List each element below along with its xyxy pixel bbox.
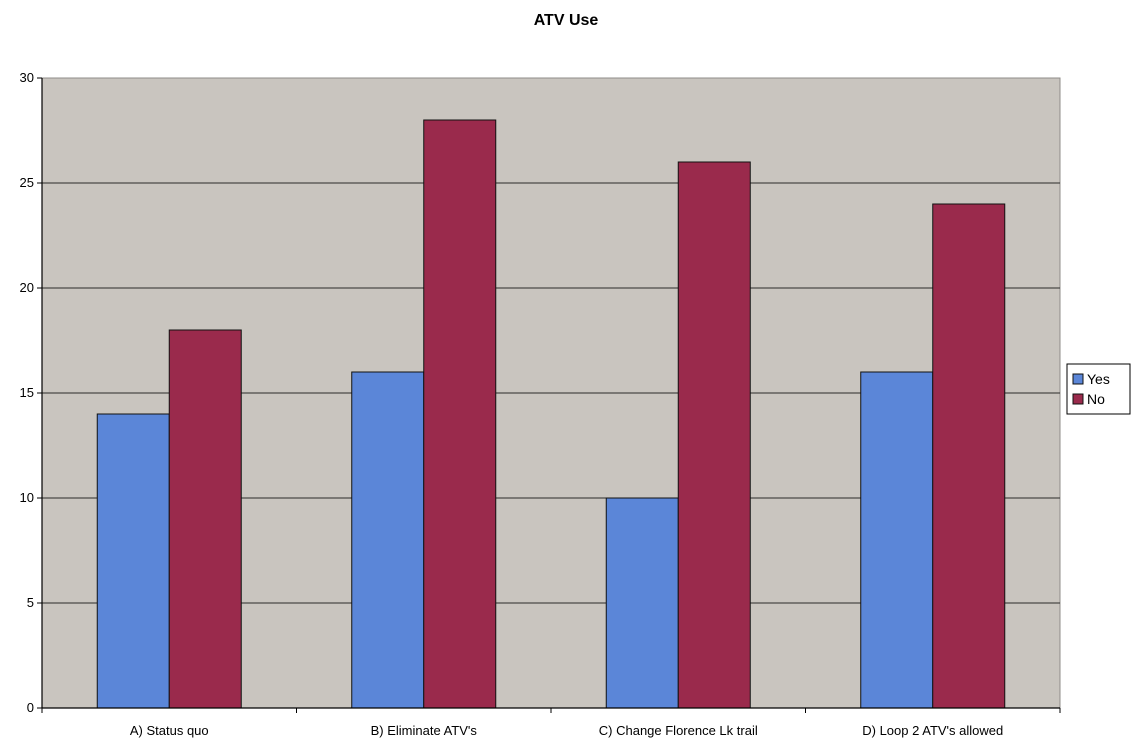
- y-axis-ticks: 0 5 10 15 20 25 30: [20, 70, 42, 715]
- bar-no-3: [677, 161, 751, 709]
- legend-box: [1066, 363, 1131, 415]
- bar-no-1: [168, 329, 242, 709]
- y-tick-label: 20: [20, 280, 34, 295]
- bar-no-2: [423, 119, 497, 709]
- legend: Yes No: [1066, 363, 1131, 415]
- legend-swatch-yes: [1072, 373, 1084, 385]
- y-tick-label: 5: [27, 595, 34, 610]
- legend-swatch-no: [1072, 393, 1084, 405]
- y-tick-label: 10: [20, 490, 34, 505]
- bar-no-4: [932, 203, 1006, 709]
- x-category-label: A) Status quo: [130, 723, 209, 738]
- bar-yes-1: [96, 413, 170, 709]
- x-category-label: D) Loop 2 ATV's allowed: [862, 723, 1003, 738]
- y-tick-label: 0: [27, 700, 34, 715]
- y-tick-label: 25: [20, 175, 34, 190]
- legend-label-yes: Yes: [1087, 371, 1110, 387]
- x-category-label: C) Change Florence Lk trail: [599, 723, 758, 738]
- y-tick-label: 30: [20, 70, 34, 85]
- bar-yes-4: [860, 371, 934, 709]
- bar-yes-2: [351, 371, 425, 709]
- bars: [96, 119, 1006, 709]
- bar-yes-3: [605, 497, 679, 709]
- legend-label-no: No: [1087, 391, 1105, 407]
- x-category-label: B) Eliminate ATV's: [371, 723, 478, 738]
- y-tick-label: 15: [20, 385, 34, 400]
- chart-title: ATV Use: [534, 12, 599, 29]
- x-axis-categories: A) Status quo B) Eliminate ATV's C) Change…: [41, 708, 1061, 738]
